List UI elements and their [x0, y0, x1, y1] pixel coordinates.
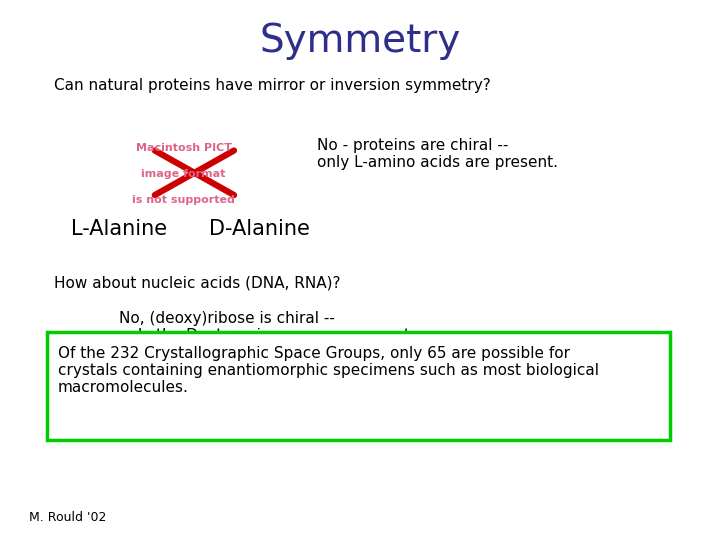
Text: How about nucleic acids (DNA, RNA)?: How about nucleic acids (DNA, RNA)?	[54, 275, 341, 291]
Text: Symmetry: Symmetry	[259, 22, 461, 59]
Text: No - proteins are chiral --
only L-amino acids are present.: No - proteins are chiral -- only L-amino…	[317, 138, 558, 170]
Text: M. Rould '02: M. Rould '02	[29, 511, 106, 524]
Text: Macintosh PICT: Macintosh PICT	[135, 143, 232, 153]
Text: image format: image format	[141, 169, 226, 179]
Text: D-Alanine: D-Alanine	[209, 219, 310, 239]
Text: L-Alanine: L-Alanine	[71, 219, 167, 239]
Text: is not supported: is not supported	[132, 195, 235, 205]
Text: Can natural proteins have mirror or inversion symmetry?: Can natural proteins have mirror or inve…	[54, 78, 491, 93]
Text: Of the 232 Crystallographic Space Groups, only 65 are possible for
crystals cont: Of the 232 Crystallographic Space Groups…	[58, 346, 598, 395]
Text: No, (deoxy)ribose is chiral --
only the D- stereoisomers are present.: No, (deoxy)ribose is chiral -- only the …	[119, 310, 415, 343]
FancyBboxPatch shape	[47, 332, 670, 440]
